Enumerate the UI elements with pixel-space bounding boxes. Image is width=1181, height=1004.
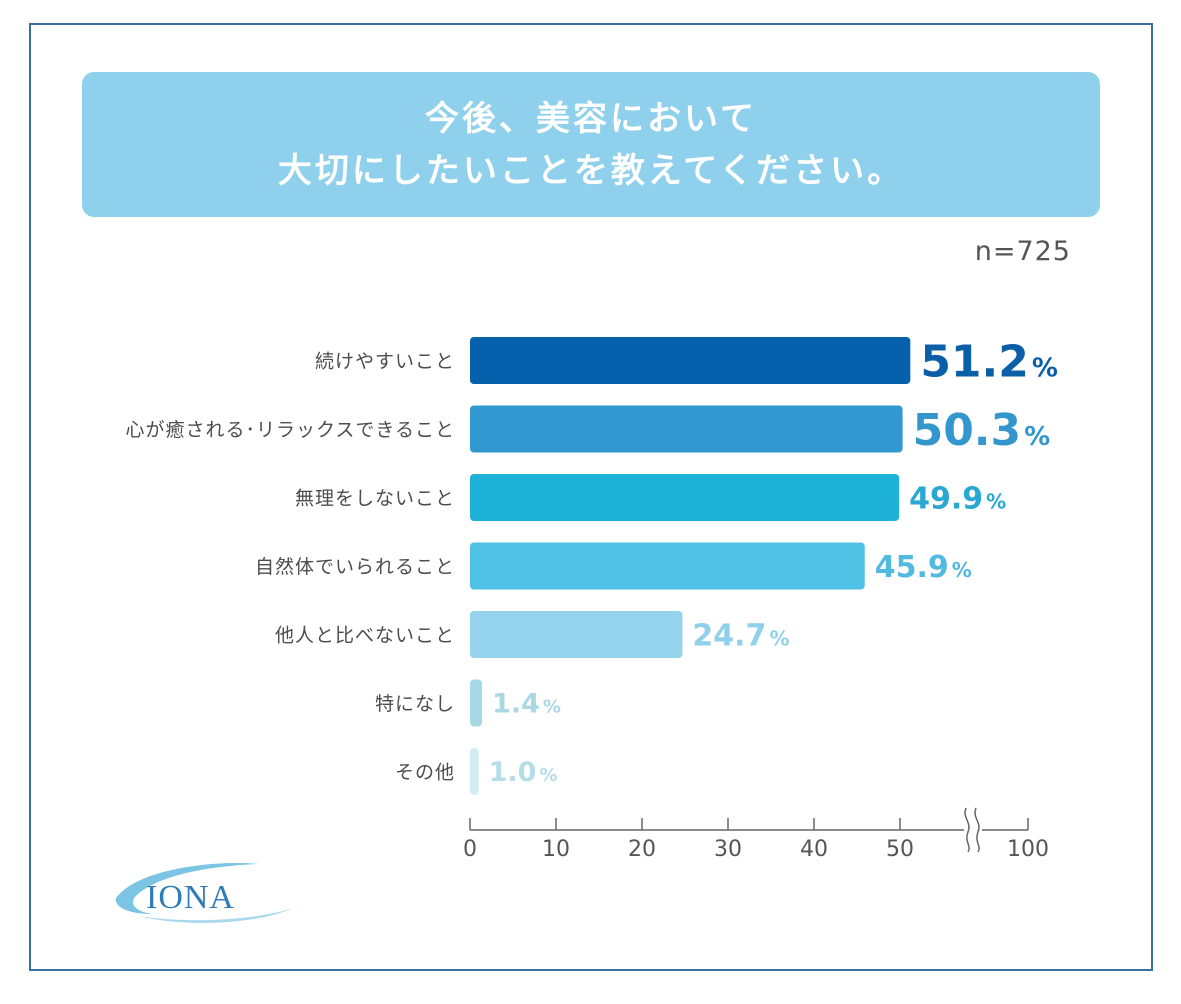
title-banner: 今後、美容において 大切にしたいことを教えてください。 [82,72,1100,217]
value-label: 50.3% [913,405,1051,456]
tick-label: 0 [463,837,477,862]
value-label: 1.0% [489,757,558,788]
category-label: 他人と比べないこと [275,625,455,647]
sample-size-label: n=725 [974,236,1071,267]
percent-sign: % [539,765,557,786]
value-label: 45.9% [875,550,972,585]
tick-label: 40 [800,837,828,862]
logo-swoosh-icon [115,863,259,914]
value-label: 49.9% [909,481,1006,516]
percent-sign: % [1032,353,1058,383]
tick-label: 30 [714,837,742,862]
title-line-1: 今後、美容において [425,98,757,139]
percent-sign: % [986,489,1006,513]
axis-break-mark [964,807,970,853]
bar [470,474,900,521]
bar [470,405,903,453]
value-label: 1.4% [492,689,561,720]
value-label: 51.2% [920,336,1058,387]
title-line-2: 大切にしたいことを教えてください。 [277,150,905,191]
iona-logo: IONA [115,863,293,923]
percent-sign: % [1024,422,1050,452]
category-label: 続けやすいこと [315,351,455,373]
chart-frame [29,23,1153,971]
bar [470,611,683,658]
bar [470,542,865,590]
tick-label: 100 [1007,837,1049,862]
category-label: 心が癒される･リラックスできること [125,419,455,441]
bar [470,679,483,727]
tick-label: 10 [542,837,570,862]
bars-layer: 続けやすいこと 51.2 % 心が癒される･リラックスできること 50.3 % 無理をしない… [125,336,1058,795]
percent-sign: % [543,697,561,718]
x-axis: 0 10 20 30 40 50 100 [463,807,1049,862]
category-label: 特になし [375,693,455,715]
logo-text: IONA [146,879,235,916]
value-label: 24.7% [692,618,789,653]
tick-label: 50 [886,837,914,862]
axis-break-mark [974,807,980,853]
category-label: その他 [395,762,455,784]
bar [470,748,479,795]
percent-sign: % [952,558,972,582]
percent-sign: % [769,626,789,650]
tick-label: 20 [628,837,656,862]
category-label: 自然体でいられること [255,556,455,578]
logo-underline-icon [138,908,293,923]
category-label: 無理をしないこと [295,488,455,510]
bar [470,337,911,384]
